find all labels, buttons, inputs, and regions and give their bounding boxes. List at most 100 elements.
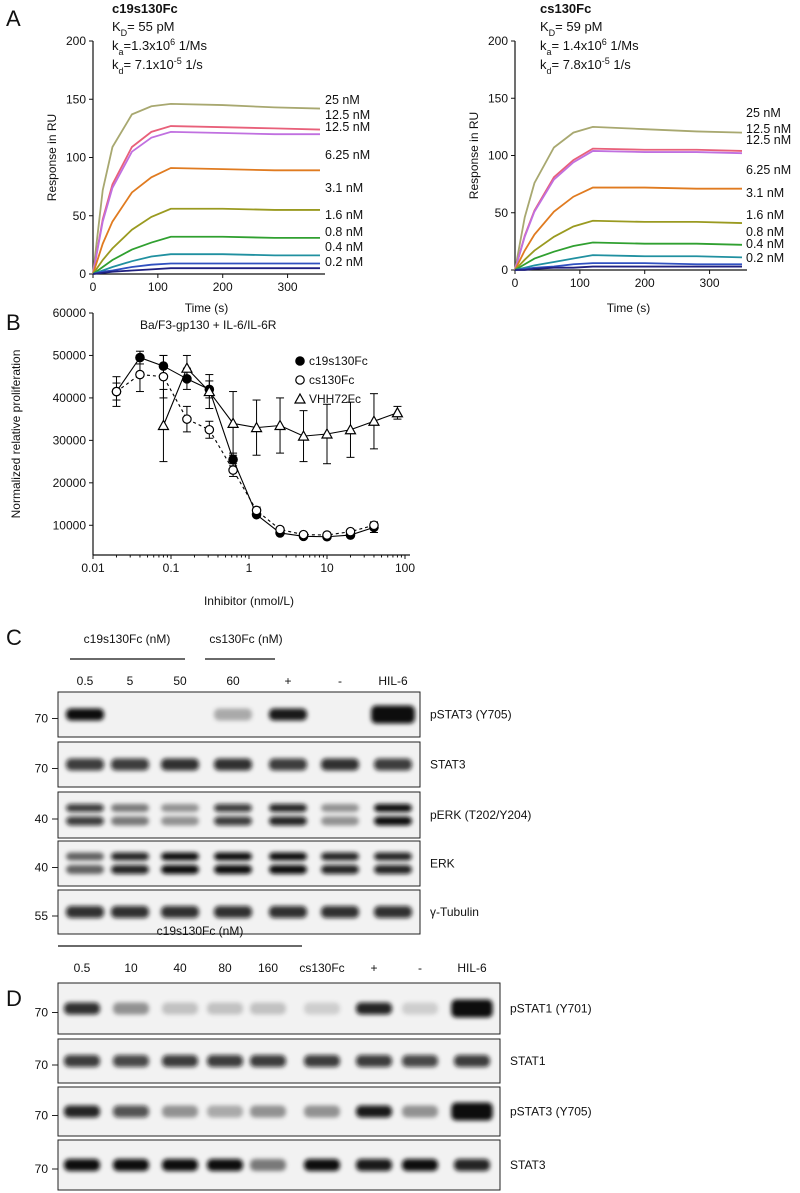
blot-band xyxy=(207,1055,243,1067)
series-label: 1.6 nM xyxy=(746,208,784,222)
x-tick-label: 100 xyxy=(395,561,415,575)
annotation-part: 6 xyxy=(602,37,607,47)
blot-band xyxy=(113,1055,149,1067)
blot-band xyxy=(356,1002,392,1015)
blot-band xyxy=(162,1055,198,1067)
marker xyxy=(275,524,285,535)
blot-band xyxy=(402,1159,438,1171)
blot-band xyxy=(207,1159,243,1171)
panel-label: B xyxy=(6,310,21,335)
y-tick-label: 150 xyxy=(488,91,508,105)
marker xyxy=(250,421,263,433)
blot-band xyxy=(356,1055,392,1067)
blot-band xyxy=(321,758,359,771)
y-axis-label: Response in RU xyxy=(467,112,481,199)
series-label: 0.4 nM xyxy=(325,240,363,254)
blot-band xyxy=(402,1105,438,1118)
blot-band xyxy=(321,852,359,861)
blot-panel xyxy=(57,791,421,839)
annotation-part: d xyxy=(547,66,552,76)
x-tick-label: 200 xyxy=(213,280,233,294)
blot-band xyxy=(64,1159,100,1171)
y-axis-label: Normalized relative proliferation xyxy=(9,350,23,519)
blot-band xyxy=(269,906,307,918)
mw-marker: 70 xyxy=(35,1006,49,1020)
blot-band xyxy=(250,1002,286,1015)
y-tick-label: 60000 xyxy=(53,306,87,320)
x-axis-label: Time (s) xyxy=(185,301,229,315)
lane-label: cs130Fc xyxy=(299,961,344,975)
series-line xyxy=(92,235,320,275)
series-line xyxy=(92,253,320,275)
blot-band xyxy=(161,804,199,812)
blot-band xyxy=(374,804,412,812)
annotation-part: -5 xyxy=(602,56,610,66)
x-tick-label: 100 xyxy=(148,280,168,294)
series-line xyxy=(92,130,320,275)
marker xyxy=(369,520,379,531)
row-label: STAT3 xyxy=(510,1158,546,1172)
annotation-part: 1/s xyxy=(182,57,203,72)
annotation-part: 6 xyxy=(170,37,175,47)
x-axis-label: Inhibitor (nmol/L) xyxy=(204,594,294,608)
mw-marker: 55 xyxy=(35,909,49,923)
blot-band xyxy=(304,1055,340,1067)
blot-band xyxy=(111,758,149,771)
blot-band xyxy=(402,1055,438,1067)
group-label: c19s130Fc (nM) xyxy=(157,924,244,938)
annotation-part: 1/s xyxy=(610,57,631,72)
mw-marker: 70 xyxy=(35,1058,49,1072)
blot-band xyxy=(66,758,104,771)
blot-band xyxy=(304,1159,340,1171)
lane-label: 40 xyxy=(173,961,187,975)
blot-band xyxy=(374,906,412,918)
marker xyxy=(135,369,145,380)
lane-label: 50 xyxy=(173,674,187,688)
blot-band xyxy=(162,1105,198,1118)
series-label: 25 nM xyxy=(746,106,781,120)
y-tick-label: 200 xyxy=(488,34,508,48)
series-line xyxy=(515,265,742,271)
series-label: 3.1 nM xyxy=(325,181,363,195)
blot-band xyxy=(66,852,104,861)
chart-title: cs130Fc xyxy=(540,1,591,16)
blot-band xyxy=(269,816,307,826)
mw-marker: 70 xyxy=(35,762,49,776)
mw-marker: 70 xyxy=(35,1162,49,1176)
series-line xyxy=(514,254,743,271)
lane-label: 10 xyxy=(124,961,138,975)
x-tick-label: 0 xyxy=(90,280,97,294)
blot-band xyxy=(451,999,493,1018)
series-line xyxy=(514,241,743,271)
row-label: ERK xyxy=(430,857,455,871)
annotation-part: K xyxy=(112,19,121,34)
x-tick-label: 100 xyxy=(570,276,590,290)
series-line xyxy=(92,262,320,275)
series-label: 25 nM xyxy=(325,93,360,107)
marker xyxy=(227,417,240,428)
series-line xyxy=(514,262,742,271)
lane-label: HIL-6 xyxy=(378,674,408,688)
series-label: 12.5 nM xyxy=(325,108,370,122)
row-label: γ-Tubulin xyxy=(430,905,479,919)
blot-band xyxy=(207,1105,243,1118)
marker xyxy=(157,419,170,431)
series-label: 3.1 nM xyxy=(746,186,784,200)
group-label: c19s130Fc (nM) xyxy=(84,632,171,646)
lane-label: - xyxy=(418,961,422,975)
y-tick-label: 30000 xyxy=(53,433,87,447)
blot-band xyxy=(207,1002,243,1015)
series-label: 0.2 nM xyxy=(746,251,784,265)
annotation-part: -5 xyxy=(174,56,182,66)
blot-band xyxy=(250,1055,286,1067)
blot-band xyxy=(374,865,412,874)
chart-title: Ba/F3-gp130 + IL-6/IL-6R xyxy=(140,318,277,332)
annotation-part: k xyxy=(540,38,547,53)
series-line xyxy=(514,125,743,271)
series-line xyxy=(514,186,742,271)
y-tick-label: 50 xyxy=(73,209,87,223)
marker xyxy=(158,371,169,382)
blot-band xyxy=(214,758,252,771)
annotation-part: = 7.8x10 xyxy=(552,57,602,72)
blot-band xyxy=(161,906,199,918)
